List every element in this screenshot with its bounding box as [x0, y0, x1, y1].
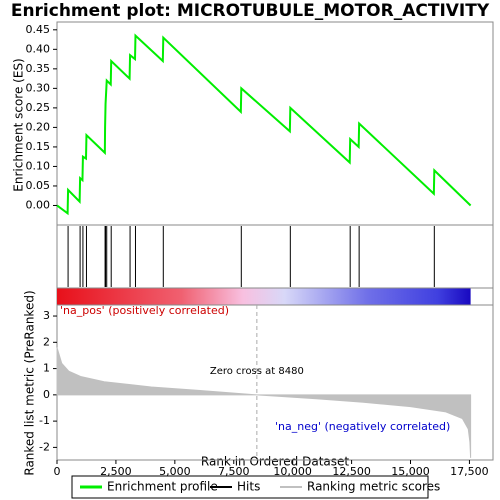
- legend: [71, 475, 429, 499]
- y-tick-label: -1: [39, 414, 50, 427]
- y-tick-label: 1: [43, 362, 50, 375]
- x-tick-label: 12,500: [332, 465, 371, 478]
- y-tick-label: -2: [39, 440, 50, 453]
- y-axis-label: Ranked list metric (PreRanked): [23, 290, 37, 475]
- y-tick-label: 0.40: [26, 42, 51, 55]
- annotation: 'na_pos' (positively correlated): [60, 304, 229, 317]
- y-tick-label: 0.20: [26, 120, 51, 133]
- x-tick-label: 0: [54, 465, 61, 478]
- annotation: Zero cross at 8480: [210, 366, 304, 377]
- x-tick-label: 17,500: [450, 465, 489, 478]
- metric-area: [56, 347, 472, 458]
- plot-frame: [56, 304, 494, 461]
- y-tick-label: 0.15: [26, 140, 51, 153]
- x-tick-label: 10,000: [273, 465, 312, 478]
- color-band: [57, 288, 471, 305]
- y-tick-label: 0.35: [26, 62, 51, 75]
- y-tick-label: 0.05: [26, 179, 51, 192]
- x-axis-label: Rank in Ordered Dataset: [201, 455, 349, 469]
- y-tick-label: 0.30: [26, 81, 51, 94]
- chart-title: Enrichment plot: MICROTUBULE_MOTOR_ACTIV…: [11, 1, 490, 21]
- y-tick-label: 0.45: [26, 23, 51, 36]
- x-tick-label: 15,000: [391, 465, 430, 478]
- x-tick-label: 7,500: [218, 465, 250, 478]
- y-tick-label: 0.00: [26, 198, 51, 211]
- y-axis-label: Enrichment score (ES): [12, 58, 26, 191]
- y-tick-label: 0: [43, 388, 50, 401]
- legend-box: [71, 475, 429, 499]
- legend-label: Ranking metric scores: [307, 480, 440, 494]
- legend-label: Hits: [237, 480, 260, 494]
- y-tick-label: 0.25: [26, 101, 51, 114]
- legend-label: Enrichment profile: [107, 480, 218, 494]
- x-tick-label: 2,500: [100, 465, 132, 478]
- es-line: [56, 33, 472, 216]
- annotation: 'na_neg' (negatively correlated): [275, 420, 450, 433]
- x-tick-label: 5,000: [159, 465, 191, 478]
- y-tick-label: 3: [43, 309, 50, 322]
- y-tick-label: 2: [43, 335, 50, 348]
- y-tick-label: 0.10: [26, 159, 51, 172]
- plot-frame: [56, 21, 494, 306]
